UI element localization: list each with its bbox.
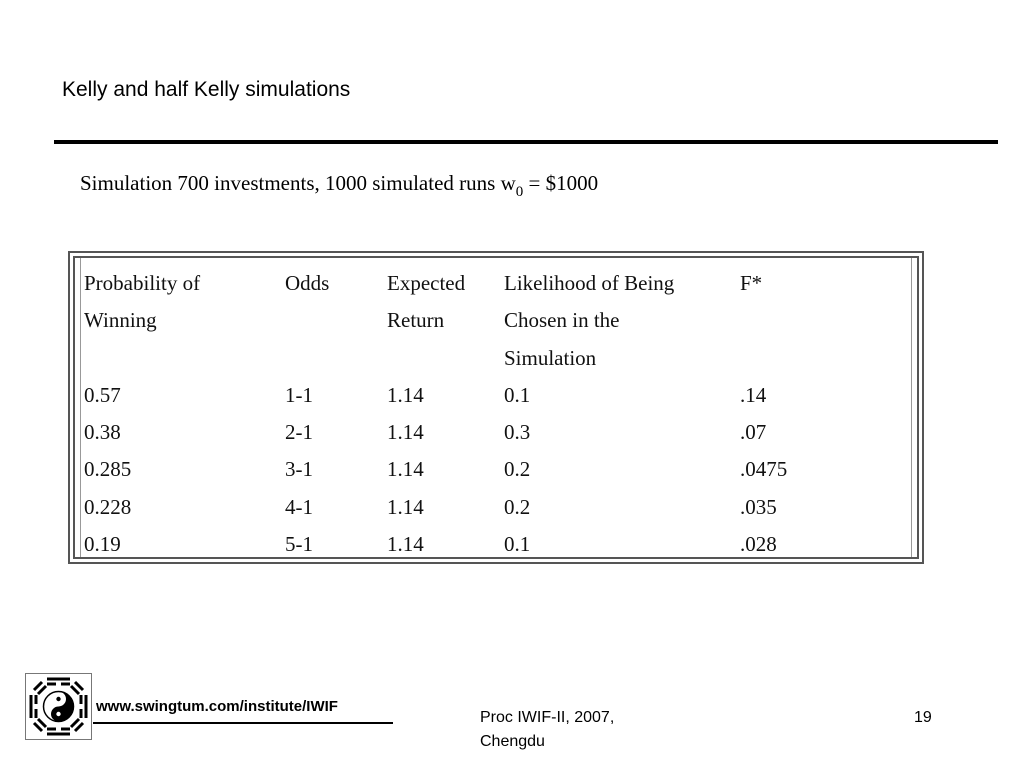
table-cell-odds: 4-1 xyxy=(285,495,313,519)
table-inner-border-left xyxy=(80,258,81,557)
table-cell-f-star: .07 xyxy=(740,420,767,444)
table-cell-odds: 2-1 xyxy=(285,420,313,444)
table-cell-f-star: .14 xyxy=(740,383,767,407)
title-divider xyxy=(54,140,998,144)
table-cell-f-star: .0475 xyxy=(740,457,788,481)
header-likelihood-line2: Chosen in the xyxy=(504,308,620,332)
table-cell-f-star: .028 xyxy=(740,532,777,556)
footer-url-underline xyxy=(93,722,393,724)
page-number: 19 xyxy=(914,709,932,726)
header-likelihood-line1: Likelihood of Being xyxy=(504,271,675,295)
header-probability-line2: Winning xyxy=(84,308,157,332)
header-expected-line2: Return xyxy=(387,308,445,332)
table-cell-probability: 0.57 xyxy=(84,383,121,407)
table-cell-likelihood: 0.3 xyxy=(504,420,531,444)
slide-title: Kelly and half Kelly simulations xyxy=(62,78,351,101)
table-cell-likelihood: 0.1 xyxy=(504,383,531,407)
table-cell-likelihood: 0.2 xyxy=(504,457,531,481)
table-cell-probability: 0.285 xyxy=(84,457,132,481)
table-inner-border-right xyxy=(911,258,912,557)
table-cell-expected-return: 1.14 xyxy=(387,420,424,444)
table-cell-likelihood: 0.2 xyxy=(504,495,531,519)
header-likelihood-line3: Simulation xyxy=(504,346,597,370)
yin-yang-bagua-icon xyxy=(25,673,92,740)
header-expected-line1: Expected xyxy=(387,271,466,295)
kelly-table: Probability of Winning Odds Expected Ret… xyxy=(68,251,924,564)
table-cell-expected-return: 1.14 xyxy=(387,457,424,481)
header-probability-line1: Probability of xyxy=(84,271,201,295)
footer-proceedings: Proc IWIF-II, 2007, Chengdu xyxy=(480,706,680,754)
table-cell-odds: 3-1 xyxy=(285,457,313,481)
caption-prefix: Simulation 700 investments, 1000 simulat… xyxy=(80,171,516,195)
table-cell-expected-return: 1.14 xyxy=(387,495,424,519)
table-cell-f-star: .035 xyxy=(740,495,777,519)
caption-suffix: = $1000 xyxy=(523,171,599,195)
header-odds: Odds xyxy=(285,271,330,295)
table-cell-probability: 0.38 xyxy=(84,420,121,444)
footer-url-link[interactable]: www.swingtum.com/institute/IWIF xyxy=(96,698,338,715)
header-f-star: F* xyxy=(740,271,763,295)
simulation-caption: Simulation 700 investments, 1000 simulat… xyxy=(80,168,598,201)
table-cell-expected-return: 1.14 xyxy=(387,383,424,407)
table-cell-expected-return: 1.14 xyxy=(387,532,424,556)
table-cell-probability: 0.19 xyxy=(84,532,121,556)
kelly-table-inner: Probability of Winning Odds Expected Ret… xyxy=(73,256,919,559)
table-cell-probability: 0.228 xyxy=(84,495,132,519)
footer-proceedings-line1: Proc IWIF-II, 2007, xyxy=(480,709,615,726)
table-cell-odds: 5-1 xyxy=(285,532,313,556)
caption-subscript: 0 xyxy=(515,184,524,200)
footer-proceedings-line2: Chengdu xyxy=(480,733,545,750)
table-cell-likelihood: 0.1 xyxy=(504,532,531,556)
table-cell-odds: 1-1 xyxy=(285,383,313,407)
